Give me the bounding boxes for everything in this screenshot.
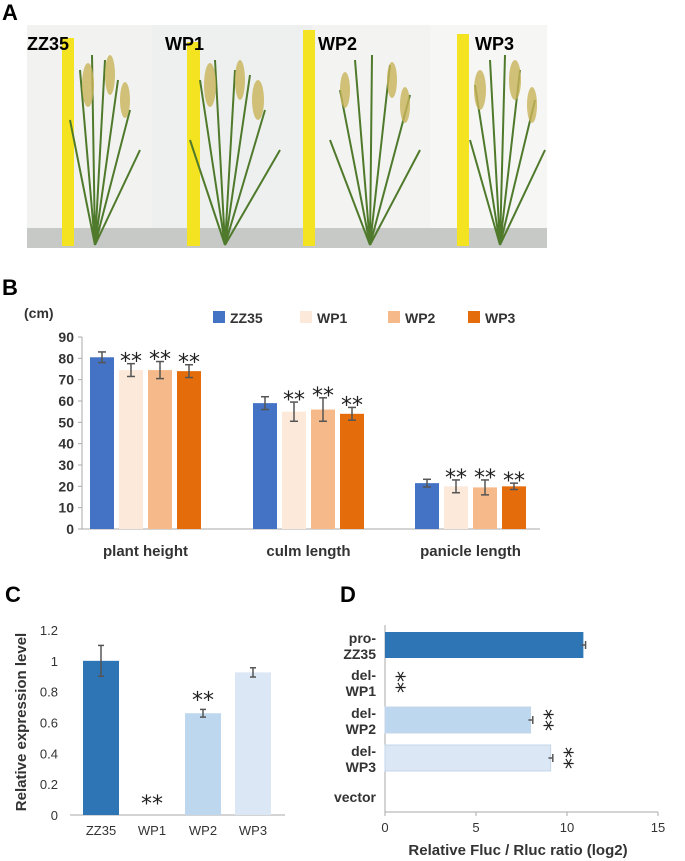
x-tick-label: 5 [472, 820, 479, 835]
category-label-line2: ZZ35 [343, 646, 376, 662]
bar-zz35-2 [415, 483, 439, 529]
bar-3 [384, 744, 552, 772]
y-tick-label: 50 [58, 414, 74, 430]
bar-wp3-0 [177, 371, 201, 529]
photo-label-wp1: WP1 [165, 34, 204, 54]
bar-wp3 [235, 672, 271, 815]
significance-mark: ** [149, 348, 171, 373]
significance-mark: ** [192, 688, 214, 713]
category-label: vector [334, 789, 377, 805]
chart-b: (cm) ZZ35 WP1 WP2 WP3 0 10 20 30 40 50 60 70 80 90 ** **… [24, 305, 540, 560]
category-label-1: culm length [266, 543, 350, 560]
x-tick-label-wp2: WP2 [189, 823, 217, 838]
x-tick-label-wp1: WP1 [138, 823, 166, 838]
y-tick-label: 0 [51, 808, 58, 823]
significance-mark: ** [341, 393, 363, 418]
category-label-line1: del- [351, 743, 376, 759]
legend-swatch-wp3 [468, 311, 480, 323]
legend-swatch-wp1 [300, 311, 312, 323]
significance-mark: ** [178, 351, 200, 376]
y-tick-label: 90 [58, 329, 74, 345]
x-axis-label: Relative Fluc / Rluc ratio (log2) [408, 842, 627, 859]
bar-zz35-1 [253, 403, 277, 529]
plant-photo: ZZ35 WP1 WP2 WP3 [27, 25, 547, 248]
y-tick-label: 1.2 [40, 623, 58, 638]
category-label-line2: WP2 [346, 721, 377, 737]
bar-wp3-2 [502, 486, 526, 529]
bar-0 [385, 632, 584, 658]
significance-mark: ** [531, 709, 556, 731]
photo-label-zz35: ZZ35 [27, 34, 69, 54]
bar-wp2-0 [148, 370, 172, 529]
category-label-line1: del- [351, 705, 376, 721]
panel-label-c: C [5, 582, 21, 607]
bar-wp3-1 [340, 413, 364, 529]
legend-swatch-wp2 [388, 311, 400, 323]
y-tick-label: 10 [58, 500, 74, 516]
y-tick-label: 40 [58, 436, 74, 452]
significance-mark: ** [312, 384, 334, 409]
photo-label-wp3: WP3 [475, 34, 514, 54]
y-tick-label: 0.4 [40, 746, 58, 761]
y-tick-label: 0.6 [40, 716, 58, 731]
bar-wp2-1 [311, 409, 335, 529]
category-label-line2: WP1 [346, 683, 377, 699]
y-tick-label: 0.2 [40, 777, 58, 792]
category-label-line1: del- [351, 667, 376, 683]
unit-label: (cm) [24, 305, 54, 321]
bar-wp1-1 [282, 411, 306, 529]
significance-mark: ** [141, 792, 163, 817]
bar-2 [384, 706, 532, 734]
significance-mark: ** [503, 469, 525, 494]
y-tick-label: 70 [58, 372, 74, 388]
legend-label-wp2: WP2 [405, 310, 436, 326]
panel-label-a: A [2, 0, 18, 25]
bar-wp2 [185, 713, 221, 815]
legend-label-wp1: WP1 [317, 310, 348, 326]
category-label-0: plant height [103, 543, 188, 560]
chart-c: 0 0.2 0.4 0.6 0.8 1 1.2 Relative expression lev… [13, 623, 285, 838]
x-tick-label-zz35: ZZ35 [86, 823, 116, 838]
y-tick-label: 0 [66, 521, 74, 537]
legend-label-zz35: ZZ35 [230, 310, 263, 326]
y-tick-label: 60 [58, 393, 74, 409]
category-label-2: panicle length [420, 543, 521, 560]
bar-zz35 [83, 660, 119, 815]
significance-mark: ** [445, 466, 467, 491]
panel-label-b: B [2, 275, 18, 300]
legend-swatch-zz35 [213, 311, 225, 323]
panel-label-d: D [340, 582, 356, 607]
legend-label-wp3: WP3 [485, 310, 516, 326]
chart-d: 0 5 10 15 Relative Fluc / Rluc ratio (log2) p… [334, 625, 665, 859]
y-tick-label: 0.8 [40, 685, 58, 700]
x-tick-label: 15 [651, 820, 665, 835]
significance-mark: ** [120, 350, 142, 375]
bar-wp1-0 [119, 370, 143, 529]
x-tick-label: 0 [381, 820, 388, 835]
y-tick-label: 1 [51, 654, 58, 669]
category-label-line1: pro- [349, 630, 377, 646]
significance-mark: ** [551, 747, 576, 769]
y-tick-label: 30 [58, 457, 74, 473]
significance-mark: ** [283, 388, 305, 413]
y-axis-label: Relative expression level [13, 633, 30, 811]
x-tick-label-wp3: WP3 [239, 823, 267, 838]
significance-mark: ** [474, 466, 496, 491]
significance-mark: ** [383, 671, 408, 693]
photo-label-wp2: WP2 [318, 34, 357, 54]
category-label-line2: WP3 [346, 759, 377, 775]
bar-zz35-0 [90, 357, 114, 529]
x-tick-label: 10 [560, 820, 574, 835]
y-tick-label: 80 [58, 350, 74, 366]
y-tick-label: 20 [58, 478, 74, 494]
